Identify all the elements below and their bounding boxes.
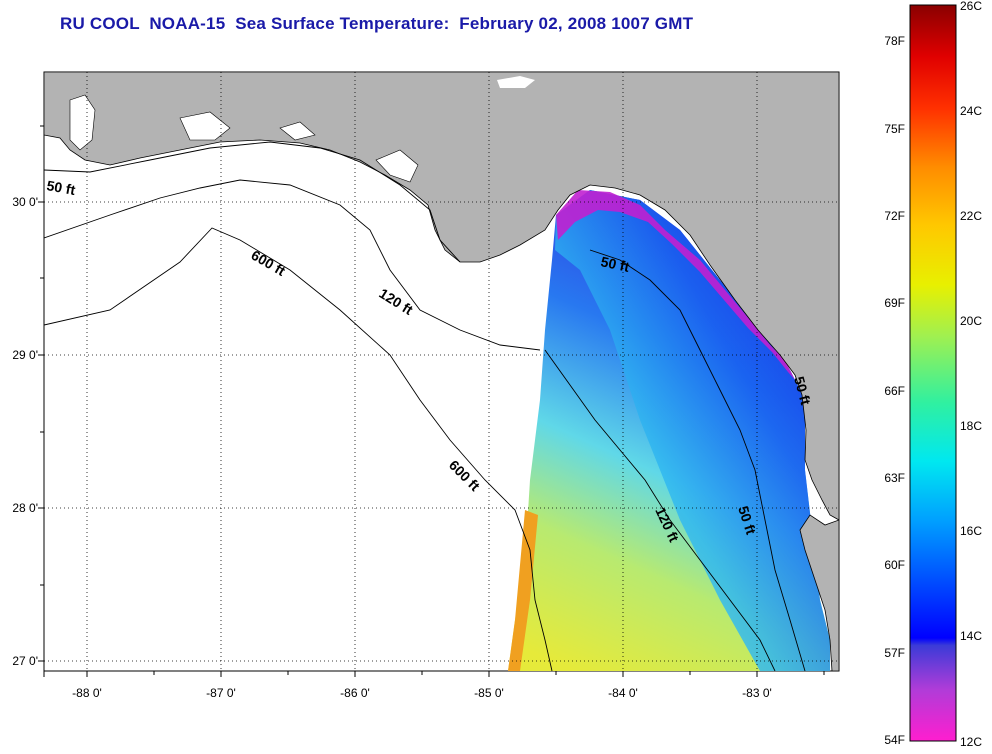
lon-axis: -88 0' -87 0' -86 0' -85 0' -84 0' -83 0… xyxy=(72,686,772,700)
land-mass xyxy=(44,72,839,521)
cb-f-label: 72F xyxy=(884,209,905,223)
cb-c-label: 26C xyxy=(960,0,982,13)
contour-600ft xyxy=(44,227,553,671)
tick-marks xyxy=(38,125,825,677)
lake xyxy=(497,76,535,88)
lat-label: 29 0' xyxy=(12,348,38,362)
cb-c-label: 16C xyxy=(960,524,982,538)
cb-c-label: 24C xyxy=(960,104,982,118)
lon-label: -86 0' xyxy=(340,686,370,700)
depth-label: 50 ft xyxy=(45,177,76,198)
lat-label: 28 0' xyxy=(12,501,38,515)
colorbar-celsius-labels: 26C 24C 22C 20C 18C 16C 14C 12C xyxy=(960,0,982,749)
lon-label: -88 0' xyxy=(72,686,102,700)
lon-label: -87 0' xyxy=(206,686,236,700)
depth-label: 50 ft xyxy=(599,253,631,275)
colorbar: 78F 75F 72F 69F 66F 63F 60F 57F 54F 26C … xyxy=(884,0,982,749)
bay xyxy=(179,111,231,141)
bay xyxy=(375,149,419,183)
cb-f-label: 54F xyxy=(884,733,905,747)
cb-c-label: 14C xyxy=(960,629,982,643)
contour-120ft xyxy=(44,179,541,351)
lat-label: 30 0' xyxy=(12,195,38,209)
sst-magenta-coast xyxy=(556,190,795,380)
lat-label: 27 0' xyxy=(12,654,38,668)
contour-50ft xyxy=(44,141,461,263)
colorbar-gradient xyxy=(909,4,957,742)
cb-f-label: 78F xyxy=(884,34,905,48)
cb-c-label: 18C xyxy=(960,419,982,433)
sst-cold-nearshore xyxy=(555,190,830,671)
cb-c-label: 12C xyxy=(960,735,982,749)
contour-50ft-east xyxy=(589,249,806,671)
cb-f-label: 60F xyxy=(884,558,905,572)
map-title: RU COOL NOAA-15 Sea Surface Temperature:… xyxy=(60,14,694,33)
cb-c-label: 20C xyxy=(960,314,982,328)
bay xyxy=(69,94,96,151)
cb-f-label: 66F xyxy=(884,384,905,398)
cb-f-label: 69F xyxy=(884,296,905,310)
cb-f-label: 57F xyxy=(884,646,905,660)
lon-label: -85 0' xyxy=(474,686,504,700)
land-east-coast xyxy=(799,514,839,671)
sst-warm-edge xyxy=(508,510,538,671)
cb-f-label: 63F xyxy=(884,471,905,485)
lon-label: -84 0' xyxy=(608,686,638,700)
bay xyxy=(279,121,316,141)
colorbar-fahrenheit-labels: 78F 75F 72F 69F 66F 63F 60F 57F 54F xyxy=(884,34,905,747)
cb-f-label: 75F xyxy=(884,122,905,136)
lon-label: -83 0' xyxy=(742,686,772,700)
bathymetry-contours xyxy=(44,141,806,671)
depth-label: 50 ft xyxy=(791,375,814,407)
contour-120ft-east xyxy=(544,349,776,671)
cb-c-label: 22C xyxy=(960,209,982,223)
lat-axis: 30 0' 29 0' 28 0' 27 0' xyxy=(12,195,38,668)
grid xyxy=(44,72,839,671)
